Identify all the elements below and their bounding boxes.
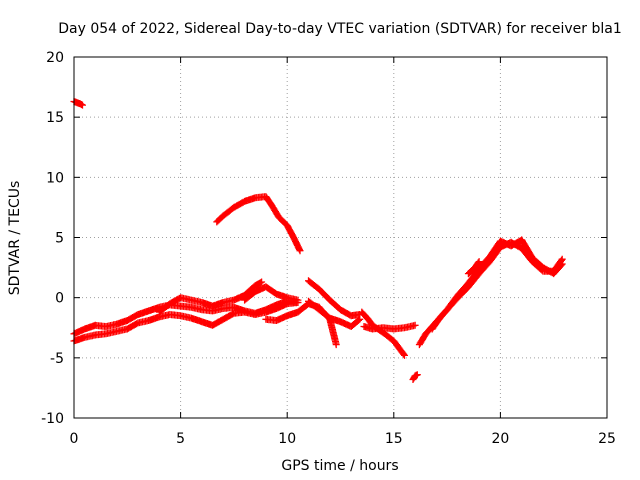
series-markers — [213, 193, 304, 255]
y-tick-label: 5 — [55, 231, 64, 247]
series-arc-early — [70, 98, 86, 109]
series-arc-afternoon-b — [360, 321, 419, 333]
series-markers — [305, 277, 364, 320]
y-tick-label: 0 — [55, 291, 64, 307]
y-tick-label: 20 — [46, 50, 64, 66]
series-arc-noon-c — [305, 297, 364, 330]
series-markers — [155, 278, 266, 316]
series-markers — [409, 371, 421, 383]
series-arc-afternoon — [358, 308, 408, 359]
series-markers — [305, 297, 364, 330]
x-tick-label: 10 — [278, 431, 296, 447]
series-markers — [464, 258, 483, 278]
x-tick-label: 5 — [176, 431, 185, 447]
series-arc-late-spur — [464, 258, 483, 278]
series-arc-noon-b — [305, 277, 364, 320]
chart-title: Day 054 of 2022, Sidereal Day-to-day VTE… — [58, 21, 621, 37]
x-tick-label: 20 — [491, 431, 509, 447]
series-markers — [241, 283, 302, 304]
series-markers — [70, 98, 86, 109]
plot-frame — [73, 56, 608, 419]
series-markers — [360, 321, 419, 333]
series-markers — [428, 236, 566, 333]
x-tick-labels: 0 5 10 15 20 25 — [70, 431, 616, 447]
axis-ticks — [73, 56, 608, 419]
series-arc-day — [213, 193, 304, 255]
x-tick-label: 0 — [70, 431, 79, 447]
x-tick-label: 25 — [598, 431, 616, 447]
series-markers — [358, 308, 408, 359]
y-tick-label: 10 — [46, 170, 64, 186]
series-arc-evening-b — [428, 236, 566, 333]
x-tick-label: 15 — [385, 431, 403, 447]
x-axis-label: GPS time / hours — [281, 458, 398, 474]
y-tick-labels: -10 -5 0 5 10 15 20 — [41, 50, 64, 427]
y-tick-label: 15 — [46, 110, 64, 126]
series-arc-dip — [409, 371, 421, 383]
series-arc-mid-b — [241, 283, 302, 304]
y-axis-label: SDTVAR / TECUs — [7, 181, 23, 296]
y-tick-label: -5 — [50, 351, 64, 367]
data-series — [70, 98, 566, 383]
y-tick-label: -10 — [41, 411, 64, 427]
series-arc-mid-a — [155, 278, 266, 316]
grid-lines — [74, 57, 607, 418]
